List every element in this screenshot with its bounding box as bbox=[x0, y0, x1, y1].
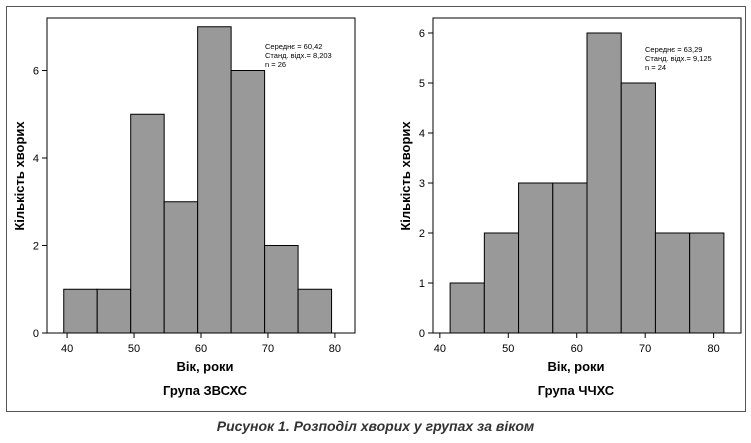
y-tick-label: 2 bbox=[33, 241, 39, 253]
y-tick-label: 4 bbox=[33, 153, 39, 165]
histogram-bar bbox=[230, 70, 266, 334]
histogram-bar bbox=[96, 288, 132, 334]
x-axis-ticks: 40 50 60 70 80 bbox=[434, 333, 720, 355]
y-tick-label: 1 bbox=[419, 278, 425, 290]
y-tick-label: 2 bbox=[419, 228, 425, 240]
y-axis-ticks: 0 2 4 6 bbox=[33, 66, 47, 340]
x-axis-label: Вік, роки bbox=[547, 359, 604, 374]
y-tick-label: 5 bbox=[419, 78, 425, 90]
y-tick-label: 0 bbox=[419, 328, 425, 340]
histogram-bar bbox=[689, 232, 725, 334]
stat-std: Станд. відх.= 8,203 bbox=[265, 51, 332, 60]
y-axis-ticks: 0 1 2 3 4 5 6 bbox=[419, 28, 433, 340]
histogram-bar bbox=[654, 232, 691, 334]
x-axis-ticks: 40 50 60 70 80 bbox=[61, 333, 341, 355]
y-axis-label: Кількість хворих bbox=[12, 121, 27, 231]
histogram-bar bbox=[197, 26, 232, 334]
histogram-bar bbox=[297, 288, 333, 334]
x-tick-label: 70 bbox=[262, 343, 274, 355]
bars bbox=[449, 32, 725, 334]
x-tick-label: 80 bbox=[329, 343, 341, 355]
stat-mean: Середнє = 60,42 bbox=[265, 42, 322, 51]
histogram-bar bbox=[130, 113, 165, 334]
histogram-bar bbox=[483, 232, 520, 334]
x-tick-label: 50 bbox=[502, 343, 514, 355]
chart-title: Група ЗВСХС bbox=[163, 383, 248, 398]
x-tick-label: 40 bbox=[61, 343, 73, 355]
stat-std: Станд. відх.= 9,125 bbox=[645, 54, 712, 63]
histogram-bar bbox=[264, 245, 299, 334]
histogram-bar bbox=[620, 82, 656, 334]
histogram-bar bbox=[63, 288, 98, 334]
histogram-bar bbox=[449, 282, 485, 334]
x-axis-label: Вік, роки bbox=[176, 359, 233, 374]
x-tick-label: 70 bbox=[639, 343, 651, 355]
x-tick-label: 40 bbox=[434, 343, 446, 355]
y-tick-label: 3 bbox=[419, 178, 425, 190]
y-tick-label: 0 bbox=[33, 328, 39, 340]
histogram-bar bbox=[518, 182, 554, 334]
stat-n: n = 26 bbox=[265, 60, 286, 69]
y-tick-label: 4 bbox=[419, 128, 425, 140]
y-tick-label: 6 bbox=[419, 28, 425, 40]
y-tick-label: 6 bbox=[33, 66, 39, 78]
y-axis-label: Кількість хворих bbox=[398, 121, 413, 231]
stat-n: n = 24 bbox=[645, 63, 666, 72]
x-tick-label: 60 bbox=[571, 343, 583, 355]
histogram-zvshs: 40 50 60 70 80 0 2 4 6 Середнє = 60,42 Станд. в… bbox=[12, 17, 356, 398]
x-tick-label: 80 bbox=[707, 343, 719, 355]
figure-caption: Рисунок 1. Розподіл хворих у групах за в… bbox=[216, 418, 535, 434]
bars bbox=[63, 26, 333, 334]
histogram-bar bbox=[586, 32, 622, 334]
stat-mean: Середнє = 63,29 bbox=[645, 45, 702, 54]
chart-title: Група ЧЧХС bbox=[538, 383, 615, 398]
histogram-bar bbox=[163, 201, 199, 334]
x-tick-label: 60 bbox=[195, 343, 207, 355]
histogram-chchs: 40 50 60 70 80 0 1 2 3 4 5 6 Середнє = 63,29 Станд… bbox=[398, 17, 742, 398]
x-tick-label: 50 bbox=[128, 343, 140, 355]
histogram-bar bbox=[552, 182, 588, 334]
